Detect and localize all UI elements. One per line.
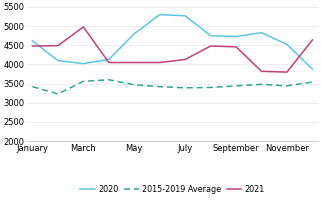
2020 xyxy=(107,58,111,61)
2020 xyxy=(285,43,289,46)
2021 xyxy=(183,58,187,61)
2020 xyxy=(158,13,162,16)
Line: 2021: 2021 xyxy=(32,27,312,72)
2020 xyxy=(30,39,34,42)
2020 xyxy=(56,59,60,62)
Line: 2015-2019 Average: 2015-2019 Average xyxy=(32,80,312,94)
Legend: 2020, 2015-2019 Average, 2021: 2020, 2015-2019 Average, 2021 xyxy=(77,182,268,197)
2021 xyxy=(285,71,289,73)
2015-2019 Average xyxy=(260,83,264,86)
2021 xyxy=(158,61,162,64)
Line: 2020: 2020 xyxy=(32,15,312,69)
2021 xyxy=(132,61,136,64)
2015-2019 Average xyxy=(107,78,111,81)
2015-2019 Average xyxy=(82,80,85,83)
2020 xyxy=(310,68,314,70)
2015-2019 Average xyxy=(132,83,136,86)
2021 xyxy=(260,70,264,73)
2021 xyxy=(30,45,34,47)
2015-2019 Average xyxy=(310,81,314,83)
2020 xyxy=(82,62,85,65)
2015-2019 Average xyxy=(56,93,60,95)
2015-2019 Average xyxy=(209,86,213,89)
2020 xyxy=(234,35,238,38)
2015-2019 Average xyxy=(234,84,238,87)
2020 xyxy=(132,32,136,35)
2020 xyxy=(209,34,213,37)
2021 xyxy=(209,45,213,47)
2021 xyxy=(82,26,85,28)
2015-2019 Average xyxy=(30,85,34,88)
2021 xyxy=(310,39,314,41)
2015-2019 Average xyxy=(285,84,289,87)
2021 xyxy=(234,46,238,48)
2015-2019 Average xyxy=(158,85,162,88)
2020 xyxy=(260,31,264,34)
2015-2019 Average xyxy=(183,86,187,89)
2021 xyxy=(107,61,111,64)
2020 xyxy=(183,14,187,17)
2021 xyxy=(56,44,60,47)
